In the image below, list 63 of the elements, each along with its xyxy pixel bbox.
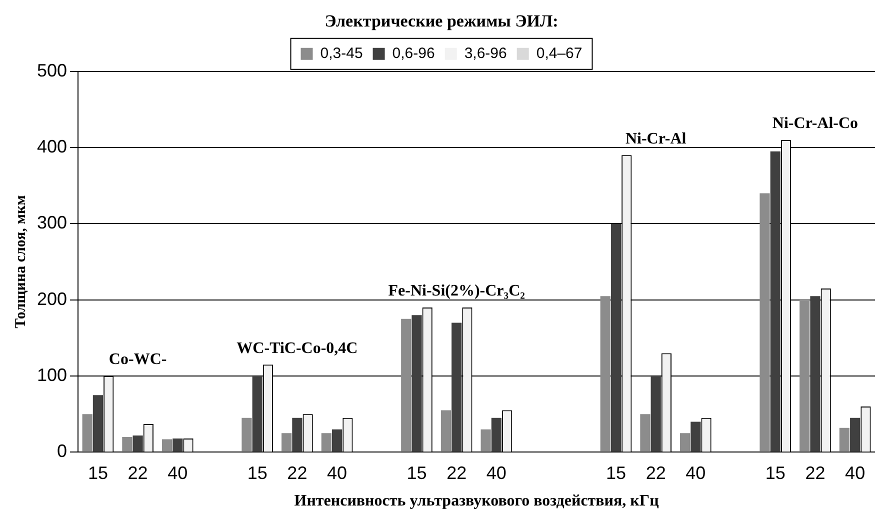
x-tick-label: 22 bbox=[446, 462, 467, 483]
bar bbox=[480, 429, 491, 452]
bar bbox=[292, 418, 302, 452]
bar bbox=[162, 439, 172, 452]
y-tick-label: 0 bbox=[57, 441, 68, 462]
bar bbox=[810, 296, 820, 452]
x-tick-label: 22 bbox=[287, 462, 308, 483]
bar bbox=[610, 224, 622, 452]
y-tick-label: 500 bbox=[36, 60, 68, 80]
y-tick-label: 300 bbox=[36, 212, 68, 233]
bar bbox=[132, 435, 143, 452]
x-tick-label: 15 bbox=[765, 462, 786, 483]
annotation: Co-WC- bbox=[108, 351, 167, 368]
bar bbox=[850, 418, 860, 452]
x-tick-label: 15 bbox=[406, 462, 427, 483]
x-tick-label: 15 bbox=[606, 462, 626, 483]
bar bbox=[452, 322, 462, 452]
bar bbox=[412, 315, 422, 452]
x-tick-label: 15 bbox=[247, 462, 268, 483]
x-axis-title: Интенсивность ультразвукового воздействия, кГц bbox=[294, 492, 659, 510]
y-axis-title: Толщина слоя, мкм bbox=[12, 195, 29, 328]
chart-title: Электрические режимы ЭИЛ: bbox=[324, 12, 558, 31]
annotation: Ni-Cr-Al-Co bbox=[772, 115, 858, 132]
bar bbox=[770, 151, 780, 452]
bar bbox=[122, 436, 132, 452]
legend-label: 0,3-45 bbox=[320, 45, 363, 62]
legend-label: 0,6-96 bbox=[392, 45, 435, 62]
bar bbox=[680, 433, 690, 452]
bar bbox=[82, 414, 92, 452]
y-tick-label: 200 bbox=[36, 288, 68, 309]
bar bbox=[650, 376, 661, 452]
x-tick-label: 40 bbox=[845, 462, 866, 483]
bar bbox=[839, 428, 850, 452]
bar bbox=[600, 296, 610, 452]
bar bbox=[640, 414, 650, 452]
x-tick-label: 40 bbox=[486, 462, 506, 483]
bar bbox=[690, 422, 701, 452]
bar bbox=[321, 433, 332, 452]
y-tick-label: 400 bbox=[36, 136, 68, 157]
legend-label: 3,6-96 bbox=[464, 45, 507, 62]
annotation: Fe-Ni-Si(2%)-Cr₃C₂ bbox=[388, 282, 526, 300]
x-tick-label: 40 bbox=[686, 462, 706, 483]
bar bbox=[252, 376, 262, 452]
bar bbox=[800, 300, 810, 452]
x-tick-label: 22 bbox=[128, 462, 148, 483]
annotation: WC-TiC-Co-0,4C bbox=[236, 340, 358, 357]
y-tick-label: 100 bbox=[36, 365, 68, 386]
bar bbox=[491, 418, 502, 452]
x-tick-label: 40 bbox=[327, 462, 348, 483]
bar bbox=[401, 318, 412, 452]
annotation: Ni-Cr-Al bbox=[625, 130, 687, 148]
bar bbox=[92, 395, 104, 452]
x-tick-label: 22 bbox=[646, 462, 666, 483]
x-tick-label: 22 bbox=[805, 462, 826, 483]
x-tick-label: 15 bbox=[88, 462, 108, 483]
bar bbox=[332, 429, 342, 452]
legend-label: 0,4–67 bbox=[536, 45, 582, 62]
bar bbox=[440, 410, 452, 452]
bar bbox=[282, 433, 292, 452]
bar bbox=[242, 418, 252, 452]
bar bbox=[760, 193, 770, 452]
x-tick-label: 40 bbox=[168, 462, 188, 483]
bar bbox=[172, 438, 183, 452]
